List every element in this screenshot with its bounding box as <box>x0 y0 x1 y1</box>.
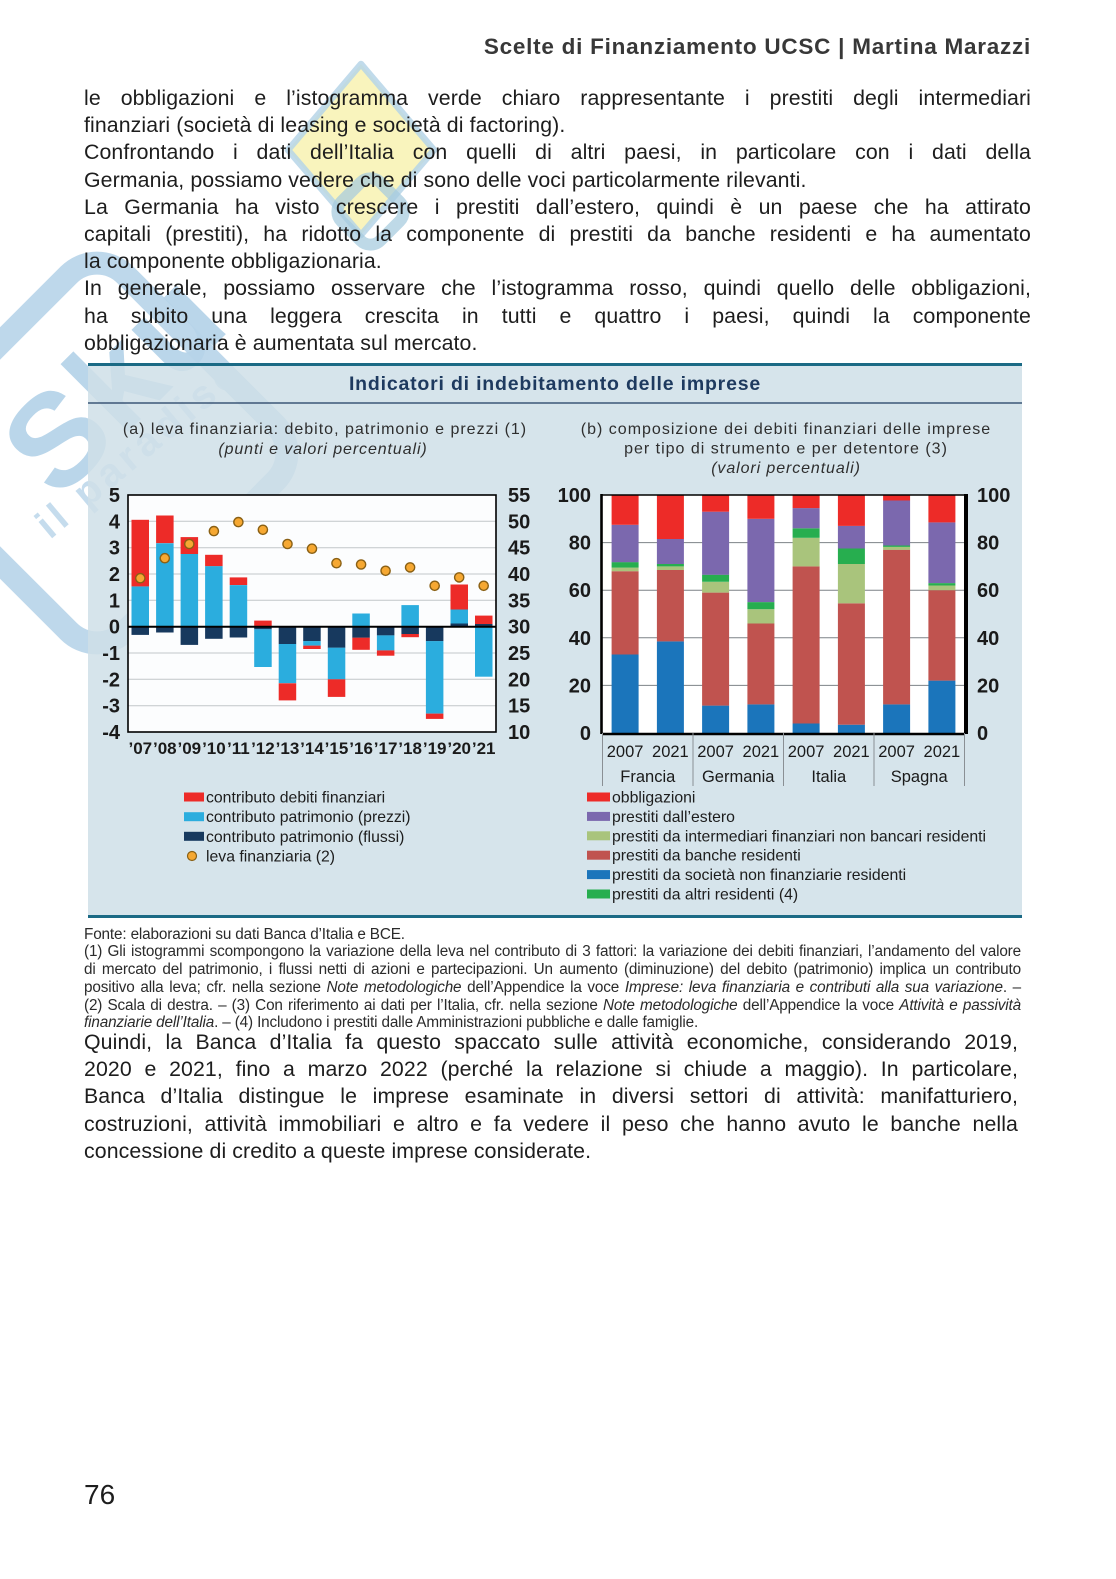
svg-text:’14: ’14 <box>300 739 324 758</box>
svg-text:leva finanziaria (2): leva finanziaria (2) <box>206 849 335 866</box>
svg-text:’09: ’09 <box>177 739 201 758</box>
svg-text:prestiti da intermediari finan: prestiti da intermediari finanziari non … <box>612 828 986 845</box>
svg-text:prestiti dall’estero: prestiti dall’estero <box>612 809 735 826</box>
svg-text:Spagna: Spagna <box>891 768 949 786</box>
svg-text:2007: 2007 <box>697 743 734 761</box>
svg-text:40: 40 <box>508 564 530 586</box>
svg-text:20: 20 <box>508 669 530 691</box>
svg-text:60: 60 <box>569 580 591 602</box>
svg-text:0: 0 <box>580 723 591 745</box>
svg-text:contributo patrimonio (prezzi): contributo patrimonio (prezzi) <box>206 809 411 826</box>
svg-text:-4: -4 <box>102 722 121 744</box>
svg-text:’10: ’10 <box>202 739 226 758</box>
svg-text:Germania: Germania <box>702 768 775 786</box>
svg-text:20: 20 <box>977 675 999 697</box>
svg-text:15: 15 <box>508 696 530 718</box>
svg-text:55: 55 <box>508 485 530 507</box>
svg-text:0: 0 <box>977 723 988 745</box>
svg-text:contributo debiti finanziari: contributo debiti finanziari <box>206 790 385 807</box>
svg-text:60: 60 <box>977 580 999 602</box>
svg-text:(valori percentuali): (valori percentuali) <box>711 460 861 477</box>
svg-text:4: 4 <box>109 511 121 533</box>
svg-text:-3: -3 <box>102 696 120 718</box>
svg-text:30: 30 <box>508 617 530 639</box>
svg-text:3: 3 <box>109 538 120 560</box>
svg-text:’21: ’21 <box>472 739 496 758</box>
svg-text:50: 50 <box>508 511 530 533</box>
svg-text:’07: ’07 <box>128 739 152 758</box>
svg-text:’08: ’08 <box>153 739 177 758</box>
svg-text:2021: 2021 <box>924 743 961 761</box>
svg-text:per tipo di strumento e per de: per tipo di strumento e per detentore (3… <box>624 441 948 458</box>
svg-text:’19: ’19 <box>423 739 447 758</box>
svg-text:’18: ’18 <box>398 739 422 758</box>
svg-text:obbligazioni: obbligazioni <box>612 790 695 807</box>
svg-text:2021: 2021 <box>833 743 870 761</box>
svg-text:2007: 2007 <box>878 743 915 761</box>
svg-text:(a) leva finanziaria: debito,: (a) leva finanziaria: debito, patrimonio… <box>123 421 527 438</box>
svg-text:prestiti da banche residenti: prestiti da banche residenti <box>612 848 801 865</box>
svg-text:40: 40 <box>977 628 999 650</box>
svg-text:1: 1 <box>109 590 120 612</box>
svg-text:Francia: Francia <box>620 768 676 786</box>
svg-text:(b) composizione dei debiti fi: (b) composizione dei debiti finanziari d… <box>581 421 991 438</box>
svg-text:35: 35 <box>508 590 530 612</box>
svg-text:(punti e valori percentuali): (punti e valori percentuali) <box>218 441 427 458</box>
svg-text:45: 45 <box>508 538 530 560</box>
svg-text:80: 80 <box>569 533 591 555</box>
svg-text:80: 80 <box>977 533 999 555</box>
svg-text:-2: -2 <box>102 669 120 691</box>
svg-text:-1: -1 <box>102 643 120 665</box>
svg-text:’16: ’16 <box>349 739 373 758</box>
svg-text:25: 25 <box>508 643 530 665</box>
svg-text:prestiti da società non finanz: prestiti da società non finanziarie resi… <box>612 867 906 884</box>
svg-text:2007: 2007 <box>607 743 644 761</box>
svg-text:5: 5 <box>109 485 120 507</box>
svg-text:’11: ’11 <box>227 739 250 758</box>
svg-text:20: 20 <box>569 675 591 697</box>
svg-text:10: 10 <box>508 722 530 744</box>
svg-text:’12: ’12 <box>251 739 275 758</box>
svg-text:’13: ’13 <box>276 739 300 758</box>
svg-text:Italia: Italia <box>811 768 847 786</box>
svg-text:Indicatori di indebitamento de: Indicatori di indebitamento delle impres… <box>349 373 761 395</box>
svg-text:’17: ’17 <box>374 739 398 758</box>
svg-text:0: 0 <box>109 617 120 639</box>
svg-text:2007: 2007 <box>788 743 825 761</box>
svg-text:2021: 2021 <box>652 743 689 761</box>
svg-text:100: 100 <box>977 485 1010 507</box>
svg-text:2: 2 <box>109 564 120 586</box>
svg-text:2021: 2021 <box>743 743 780 761</box>
svg-text:prestiti da altri residenti (4: prestiti da altri residenti (4) <box>612 887 798 904</box>
svg-text:’15: ’15 <box>325 739 349 758</box>
svg-text:contributo patrimonio (flussi): contributo patrimonio (flussi) <box>206 829 404 846</box>
svg-text:’20: ’20 <box>447 739 471 758</box>
svg-text:100: 100 <box>558 485 591 507</box>
svg-text:40: 40 <box>569 628 591 650</box>
